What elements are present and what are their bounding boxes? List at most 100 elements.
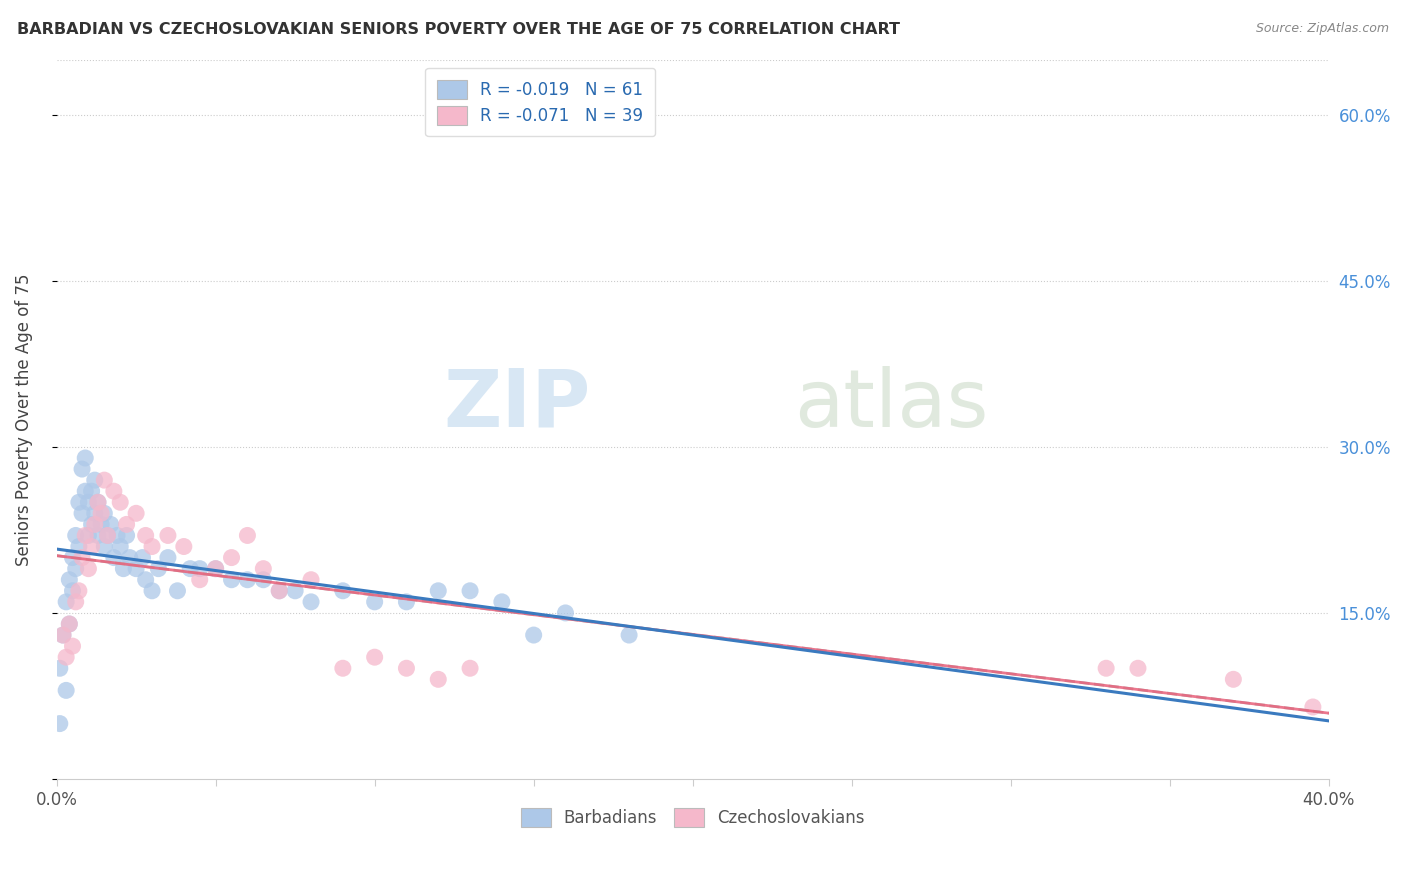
Text: Source: ZipAtlas.com: Source: ZipAtlas.com <box>1256 22 1389 36</box>
Point <box>269 583 291 598</box>
Point <box>62 550 84 565</box>
Point <box>55 683 77 698</box>
Point <box>77 562 100 576</box>
Point <box>103 550 125 565</box>
Text: BARBADIAN VS CZECHOSLOVAKIAN SENIORS POVERTY OVER THE AGE OF 75 CORRELATION CHAR: BARBADIAN VS CZECHOSLOVAKIAN SENIORS POV… <box>17 22 900 37</box>
Point <box>103 484 125 499</box>
Point <box>125 562 148 576</box>
Point <box>93 540 115 554</box>
Point <box>65 528 87 542</box>
Point <box>141 583 163 598</box>
Point <box>269 583 291 598</box>
Point <box>125 506 148 520</box>
Point <box>118 550 141 565</box>
Point <box>52 628 75 642</box>
Point <box>236 528 259 542</box>
Point <box>148 562 170 576</box>
Point <box>204 562 226 576</box>
Point <box>166 583 188 598</box>
Point <box>75 528 97 542</box>
Point <box>77 495 100 509</box>
Point <box>83 517 105 532</box>
Point <box>96 528 118 542</box>
Point <box>135 573 157 587</box>
Point <box>1222 673 1244 687</box>
Y-axis label: Seniors Poverty Over the Age of 75: Seniors Poverty Over the Age of 75 <box>15 273 32 566</box>
Point <box>100 517 122 532</box>
Point <box>427 673 450 687</box>
Point <box>70 506 93 520</box>
Point <box>58 617 80 632</box>
Point <box>204 562 226 576</box>
Point <box>617 628 640 642</box>
Point <box>70 462 93 476</box>
Point <box>49 661 72 675</box>
Point <box>188 573 211 587</box>
Point <box>62 583 84 598</box>
Point <box>105 528 128 542</box>
Point <box>363 595 385 609</box>
Point <box>87 528 110 542</box>
Point <box>49 716 72 731</box>
Point <box>221 573 243 587</box>
Point <box>554 606 576 620</box>
Point <box>80 540 103 554</box>
Point <box>58 617 80 632</box>
Point <box>236 573 259 587</box>
Point <box>395 661 418 675</box>
Point <box>284 583 307 598</box>
Point <box>115 517 138 532</box>
Point <box>75 484 97 499</box>
Text: ZIP: ZIP <box>444 366 591 444</box>
Point <box>252 562 274 576</box>
Point <box>363 650 385 665</box>
Point <box>179 562 201 576</box>
Point <box>458 661 481 675</box>
Point <box>188 562 211 576</box>
Point <box>75 450 97 465</box>
Point <box>67 495 90 509</box>
Point <box>90 517 112 532</box>
Point <box>93 473 115 487</box>
Point <box>332 583 354 598</box>
Point <box>1302 700 1324 714</box>
Point <box>252 573 274 587</box>
Point <box>110 540 132 554</box>
Point <box>77 528 100 542</box>
Point <box>67 540 90 554</box>
Point <box>83 473 105 487</box>
Point <box>87 495 110 509</box>
Point <box>112 562 135 576</box>
Point <box>299 573 322 587</box>
Point <box>131 550 153 565</box>
Point <box>332 661 354 675</box>
Legend: Barbadians, Czechoslovakians: Barbadians, Czechoslovakians <box>512 799 873 835</box>
Point <box>115 528 138 542</box>
Point <box>173 540 195 554</box>
Point <box>80 517 103 532</box>
Point <box>65 562 87 576</box>
Point <box>156 550 179 565</box>
Point <box>62 639 84 653</box>
Point <box>491 595 513 609</box>
Point <box>93 506 115 520</box>
Point <box>458 583 481 598</box>
Point <box>80 484 103 499</box>
Point <box>523 628 546 642</box>
Point <box>141 540 163 554</box>
Point <box>83 506 105 520</box>
Point <box>52 628 75 642</box>
Point <box>65 595 87 609</box>
Point <box>55 595 77 609</box>
Point <box>96 528 118 542</box>
Point <box>110 495 132 509</box>
Point <box>135 528 157 542</box>
Point <box>58 573 80 587</box>
Point <box>1095 661 1118 675</box>
Point <box>395 595 418 609</box>
Point <box>427 583 450 598</box>
Point <box>70 550 93 565</box>
Point <box>55 650 77 665</box>
Point <box>299 595 322 609</box>
Point <box>67 583 90 598</box>
